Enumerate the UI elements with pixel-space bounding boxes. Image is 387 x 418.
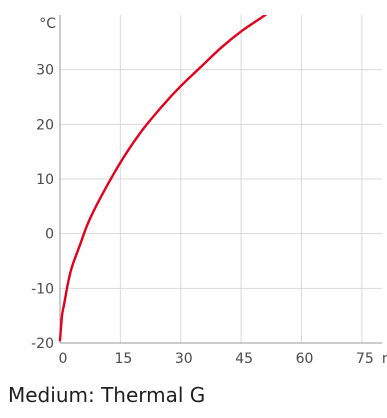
y-tick-label-0: 0 [45,227,54,243]
tick-labels: -20 -10 0 10 20 30 0 15 30 45 60 75 °C min [31,16,387,367]
x-unit-label: min [382,351,387,367]
grid [60,15,382,343]
x-tick-label-30: 30 [175,351,193,367]
x-tick-label-60: 60 [296,351,314,367]
x-tick-label-45: 45 [235,351,253,367]
chart-caption: Medium: Thermal G [8,383,206,407]
y-tick-label-20: 20 [36,117,54,133]
y-unit-label: °C [39,16,56,32]
y-tick-label-10: 10 [36,172,54,188]
temperature-time-chart: -20 -10 0 10 20 30 0 15 30 45 60 75 °C min [31,15,387,367]
x-tick-label-15: 15 [114,351,132,367]
x-tick-label-75: 75 [356,351,374,367]
y-tick-label--10: -10 [31,281,54,297]
chart-area: -20 -10 0 10 20 30 0 15 30 45 60 75 °C min [31,15,387,367]
x-tick-label-0: 0 [59,351,68,367]
series-line-0 [58,15,268,342]
y-tick-label-30: 30 [36,63,54,79]
axes [59,15,382,344]
y-tick-label--20: -20 [31,336,54,352]
series [58,15,268,342]
